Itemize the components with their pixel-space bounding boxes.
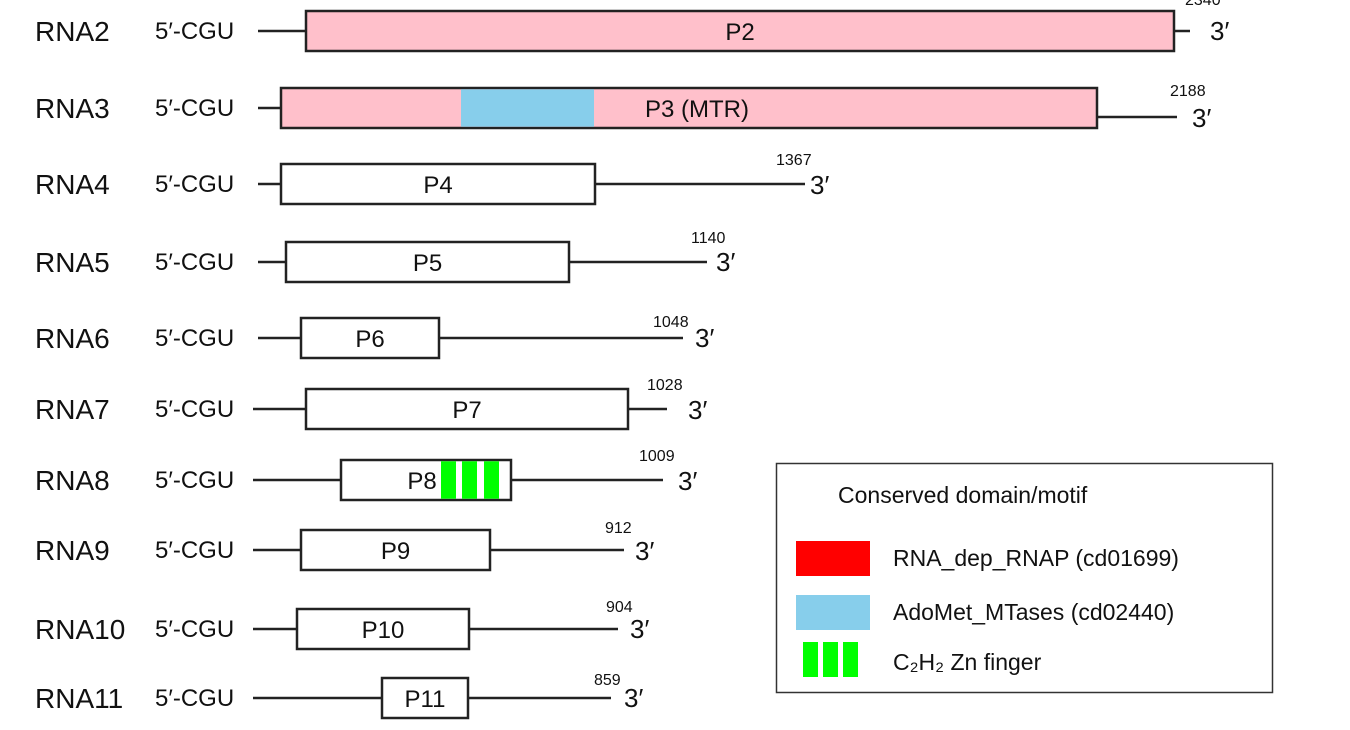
- three-prime-label: 3′: [1210, 16, 1229, 46]
- five-prime-label: 5′-CGU: [155, 171, 234, 198]
- three-prime-label: 3′: [635, 536, 654, 566]
- length-label: 912: [605, 520, 632, 537]
- segment-row-rna6: RNA6 5′-CGU P6 1048 3′: [35, 314, 714, 360]
- five-prime-label: 5′-CGU: [155, 325, 234, 352]
- three-prime-label: 3′: [624, 683, 643, 713]
- rna-label: RNA3: [35, 93, 110, 124]
- length-label: 2340: [1185, 0, 1221, 9]
- orf-box: [304, 9, 1176, 53]
- five-prime-label: 5′-CGU: [155, 18, 234, 45]
- length-label: 904: [606, 599, 633, 616]
- rna-label: RNA10: [35, 614, 125, 645]
- protein-label: P8: [407, 468, 436, 495]
- length-label: 1028: [647, 377, 683, 394]
- length-label: 1367: [776, 152, 812, 169]
- orf-box: [295, 607, 471, 651]
- rna-label: RNA5: [35, 247, 110, 278]
- five-prime-label: 5′-CGU: [155, 249, 234, 276]
- three-prime-label: 3′: [630, 614, 649, 644]
- orf-box: [304, 387, 630, 431]
- zn-finger-bar: [441, 461, 456, 499]
- orf-box: [279, 162, 597, 206]
- five-prime-label: 5′-CGU: [155, 616, 234, 643]
- mtases-domain: [461, 89, 594, 127]
- three-prime-label: 3′: [810, 170, 829, 200]
- orf-box: [284, 240, 571, 284]
- protein-label: P6: [355, 326, 384, 353]
- length-label: 1048: [653, 314, 689, 331]
- segment-row-rna3: RNA3 5′-CGU P3 (MTR) 2188 3′: [35, 83, 1211, 133]
- length-label: 1140: [691, 230, 726, 247]
- segment-row-rna2: RNA2 5′-CGU P2 2340 3′: [35, 0, 1229, 53]
- protein-label: P5: [413, 250, 442, 277]
- protein-label: P3 (MTR): [645, 96, 749, 123]
- protein-label: P4: [423, 172, 452, 199]
- orf-box: [339, 458, 513, 502]
- protein-label: P7: [452, 397, 481, 424]
- five-prime-label: 5′-CGU: [155, 537, 234, 564]
- length-label: 2188: [1170, 83, 1206, 100]
- length-label: 859: [594, 672, 621, 689]
- legend-swatch-mtases: [796, 595, 870, 630]
- orf-box: [299, 316, 441, 360]
- protein-label: P11: [405, 686, 446, 713]
- zn-finger-bar: [462, 461, 477, 499]
- three-prime-label: 3′: [695, 323, 714, 353]
- orf-box: [380, 676, 470, 720]
- length-label: 1009: [639, 448, 675, 465]
- legend-border: [775, 462, 1274, 694]
- five-prime-label: 5′-CGU: [155, 685, 234, 712]
- legend-swatch-zn-bar: [823, 642, 838, 677]
- legend-swatch-zn-bar: [803, 642, 818, 677]
- legend-label-rnap: RNA_dep_RNAP (cd01699): [893, 545, 1179, 571]
- protein-label: P10: [362, 617, 405, 644]
- three-prime-label: 3′: [1192, 103, 1211, 133]
- legend-label-zn-finger: C₂H₂ Zn finger: [893, 649, 1042, 675]
- orf-box: [299, 528, 492, 572]
- rna-label: RNA9: [35, 535, 110, 566]
- legend: Conserved domain/motif RNA_dep_RNAP (cd0…: [775, 462, 1274, 694]
- protein-label: P2: [725, 19, 754, 46]
- rna-label: RNA6: [35, 323, 110, 354]
- five-prime-label: 5′-CGU: [155, 396, 234, 423]
- three-prime-label: 3′: [716, 247, 735, 277]
- legend-swatch-rnap: [796, 541, 870, 576]
- segment-row-rna7: RNA7 5′-CGU P7 1028 3′: [35, 377, 707, 431]
- rna-label: RNA4: [35, 169, 110, 200]
- zn-finger-bar: [484, 461, 499, 499]
- rna-label: RNA2: [35, 16, 110, 47]
- protein-label: P9: [381, 538, 410, 565]
- five-prime-label: 5′-CGU: [155, 467, 234, 494]
- rna-label: RNA7: [35, 394, 110, 425]
- three-prime-label: 3′: [688, 395, 707, 425]
- rna-label: RNA11: [35, 683, 123, 714]
- orf-box: [279, 86, 1099, 130]
- three-prime-label: 3′: [678, 466, 697, 496]
- legend-title: Conserved domain/motif: [838, 482, 1088, 508]
- legend-swatch-zn-bar: [843, 642, 858, 677]
- legend-label-mtases: AdoMet_MTases (cd02440): [893, 599, 1174, 625]
- five-prime-label: 5′-CGU: [155, 95, 234, 122]
- rna-label: RNA8: [35, 465, 110, 496]
